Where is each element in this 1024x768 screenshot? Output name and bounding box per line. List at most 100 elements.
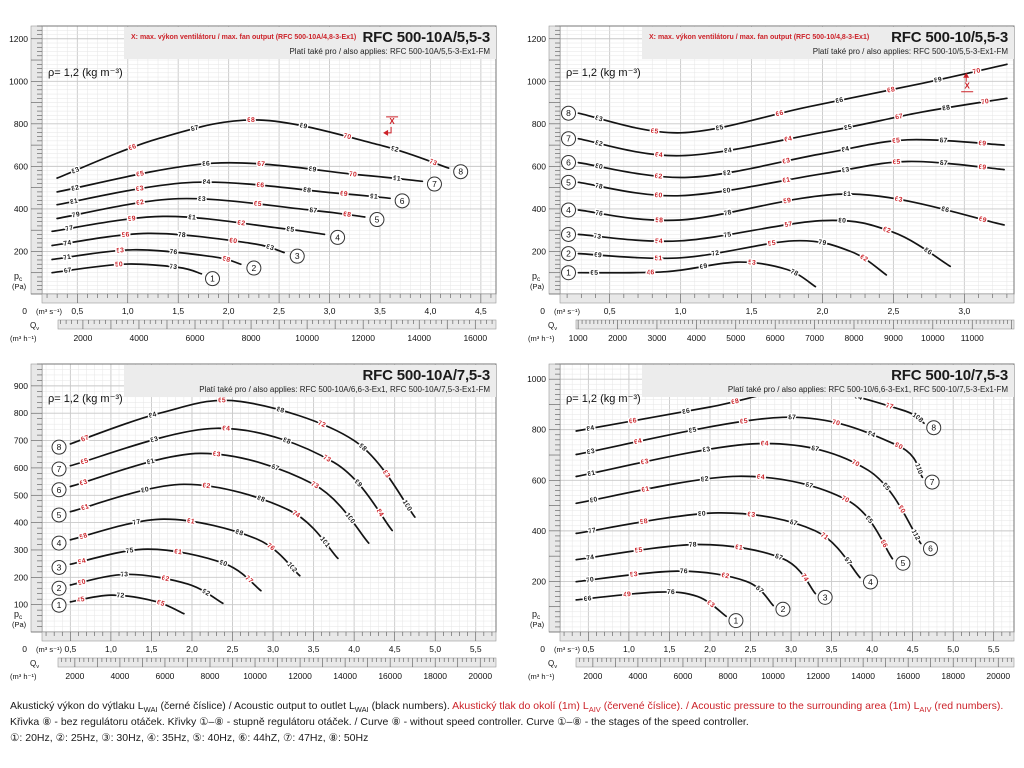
svg-text:1,5: 1,5 bbox=[664, 644, 676, 654]
svg-text:1: 1 bbox=[57, 600, 62, 610]
curve-badge-6: 6 bbox=[394, 193, 410, 209]
svg-text:6: 6 bbox=[57, 485, 62, 495]
curve-badge-2: 2 bbox=[561, 246, 577, 262]
curve-label: 64 bbox=[222, 425, 230, 432]
curve-label: 87 bbox=[309, 207, 318, 215]
svg-text:2,0: 2,0 bbox=[186, 644, 198, 654]
curve-badge-4: 4 bbox=[863, 574, 879, 590]
curve-label: 66 bbox=[256, 181, 264, 189]
curve-label: 65 bbox=[156, 598, 166, 607]
svg-text:2000: 2000 bbox=[65, 671, 84, 681]
curve-badge-3: 3 bbox=[561, 226, 577, 242]
footer-line: ①: 20Hz, ②: 25Hz, ③: 30Hz, ④: 35Hz, ⑤: 4… bbox=[10, 732, 369, 745]
curve-badge-8: 8 bbox=[561, 105, 577, 121]
svg-text:20000: 20000 bbox=[986, 671, 1010, 681]
svg-text:8000: 8000 bbox=[242, 333, 261, 343]
svg-text:(Pa): (Pa) bbox=[530, 282, 545, 291]
svg-text:5000: 5000 bbox=[726, 333, 745, 343]
svg-text:1: 1 bbox=[734, 616, 739, 626]
svg-text:6000: 6000 bbox=[186, 333, 205, 343]
svg-text:12000: 12000 bbox=[351, 333, 375, 343]
curve-badge-1: 1 bbox=[561, 265, 577, 281]
curve-label: 68 bbox=[887, 86, 896, 94]
chart-title: RFC 500-10A/7,5-3 bbox=[362, 367, 491, 384]
curve-label: 94 bbox=[854, 393, 863, 402]
svg-text:18000: 18000 bbox=[941, 671, 965, 681]
svg-text:7: 7 bbox=[566, 134, 571, 144]
curve-label: 70 bbox=[586, 576, 595, 584]
max-output-marker: X bbox=[383, 116, 399, 136]
curve-label: 79 bbox=[818, 238, 827, 246]
curve-label: 59 bbox=[128, 215, 137, 223]
curve-label: 88 bbox=[256, 494, 266, 503]
svg-text:16000: 16000 bbox=[463, 333, 487, 343]
density-label: ρ= 1,2 (kg m⁻³) bbox=[566, 393, 641, 405]
svg-text:1,0: 1,0 bbox=[105, 644, 117, 654]
curve-label: 61 bbox=[174, 548, 183, 556]
svg-text:2000: 2000 bbox=[608, 333, 627, 343]
svg-text:1000: 1000 bbox=[569, 333, 588, 343]
curve-label: 63 bbox=[213, 450, 221, 458]
svg-text:4,0: 4,0 bbox=[866, 644, 878, 654]
curve-label: 84 bbox=[841, 145, 850, 153]
curve-label: 83 bbox=[594, 114, 603, 123]
curve-badge-8: 8 bbox=[51, 439, 67, 455]
svg-text:1,5: 1,5 bbox=[172, 306, 184, 316]
curve-label: 62 bbox=[721, 571, 730, 579]
fan-curve-1 bbox=[577, 261, 817, 288]
svg-text:9000: 9000 bbox=[884, 333, 903, 343]
x-tick-labels-volume: 2000 4000 6000 8000 10000 12000 14000 16000 1800… bbox=[65, 671, 492, 681]
x-axis-ruler-flow bbox=[41, 631, 497, 642]
svg-text:4: 4 bbox=[335, 232, 340, 242]
curve-label: 55 bbox=[634, 546, 643, 554]
max-output-marker: X bbox=[961, 72, 974, 93]
curve-label: 69 bbox=[978, 215, 987, 224]
svg-text:1,0: 1,0 bbox=[675, 306, 687, 316]
svg-text:14000: 14000 bbox=[333, 671, 357, 681]
curve-label: 73 bbox=[428, 158, 438, 167]
svg-text:6: 6 bbox=[566, 158, 571, 168]
svg-text:10000: 10000 bbox=[921, 333, 945, 343]
svg-text:3: 3 bbox=[823, 592, 828, 602]
svg-text:pc: pc bbox=[14, 609, 23, 621]
svg-text:5: 5 bbox=[566, 177, 571, 187]
x-axis-ruler-flow bbox=[559, 293, 1015, 304]
svg-text:6000: 6000 bbox=[673, 671, 692, 681]
svg-text:5: 5 bbox=[375, 215, 380, 225]
svg-text:4: 4 bbox=[868, 577, 873, 587]
curve-label: 85 bbox=[688, 426, 697, 434]
x-axis-ruler-flow bbox=[41, 293, 497, 304]
y-axis-ruler bbox=[30, 25, 43, 295]
svg-text:7: 7 bbox=[57, 464, 62, 474]
curve-label: 71 bbox=[63, 253, 72, 261]
curve-label: 87 bbox=[270, 463, 280, 472]
svg-text:1,0: 1,0 bbox=[623, 644, 635, 654]
curve-label: 96 bbox=[879, 539, 889, 549]
curve-label: 58 bbox=[222, 255, 231, 264]
svg-text:2000: 2000 bbox=[73, 333, 92, 343]
x-axis-ruler-volume bbox=[575, 657, 1015, 668]
svg-text:2,5: 2,5 bbox=[273, 306, 285, 316]
curve-label: 62 bbox=[161, 574, 170, 582]
fan-curve-6 bbox=[575, 442, 922, 545]
curve-label: 73 bbox=[169, 263, 178, 271]
fan-curve-8 bbox=[577, 63, 1008, 134]
curve-label: 87 bbox=[788, 414, 796, 421]
x-axis-ruler-flow bbox=[559, 631, 1015, 642]
svg-text:5,5: 5,5 bbox=[470, 644, 482, 654]
curve-label: 65 bbox=[80, 457, 89, 466]
svg-text:600: 600 bbox=[14, 161, 28, 171]
curve-badge-7: 7 bbox=[51, 461, 67, 477]
curve-label: 85 bbox=[844, 123, 853, 131]
svg-text:2: 2 bbox=[251, 263, 256, 273]
svg-text:3000: 3000 bbox=[647, 333, 666, 343]
curve-label: 63 bbox=[135, 184, 144, 192]
svg-text:12000: 12000 bbox=[806, 671, 830, 681]
curve-label: 64 bbox=[655, 151, 663, 159]
curve-label: 89 bbox=[308, 165, 317, 173]
fan-curve-4 bbox=[69, 518, 301, 577]
svg-text:2,0: 2,0 bbox=[223, 306, 235, 316]
svg-text:8000: 8000 bbox=[719, 671, 738, 681]
